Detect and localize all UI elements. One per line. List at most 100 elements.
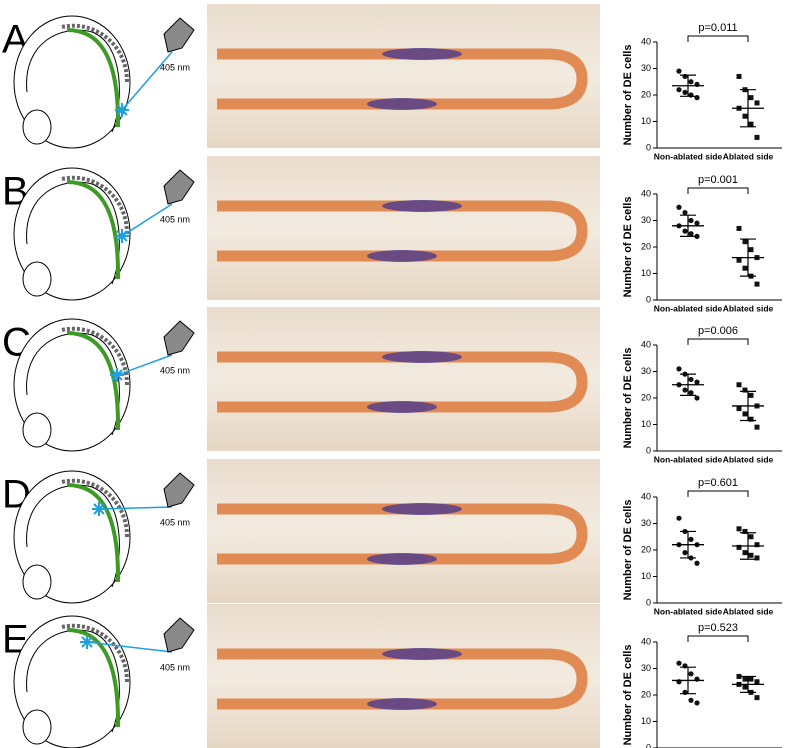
y-axis-label: Number of DE cells [622,197,634,298]
somites [61,175,129,235]
endoderm [66,331,121,431]
laser-device [163,169,195,205]
x-tick-label: Ablated side [723,303,774,313]
y-axis-label: Number of DE cells [622,645,634,746]
sd-bar [740,390,756,422]
stain-slc12a1 [382,351,462,363]
y-tick-label: 30 [641,518,651,528]
sd-bar [680,530,696,559]
photo [207,307,600,451]
y-tick-label: 0 [646,142,651,152]
stain-cdh17 [217,648,588,710]
sd-bar [740,675,756,693]
data-point [694,233,700,239]
data-point [688,536,694,543]
endoderm [66,180,121,280]
data-point [682,387,688,393]
data-point [682,89,688,95]
data-point [676,87,682,93]
p-value: p=0.523 [698,622,738,634]
data-point [754,542,760,548]
y-axis-label: Number of DE cells [622,500,634,601]
stain-cdh17 [217,48,588,110]
data-point [682,550,688,556]
data-point [694,379,700,385]
data-point [694,700,700,706]
yolk-eye [22,261,52,297]
y-tick-label: 20 [641,689,651,699]
data-point [682,209,688,216]
yolk-eye [22,109,52,145]
data-point [748,552,754,558]
data-point [754,695,760,701]
y-tick-label: 10 [641,571,651,581]
photo [207,459,600,603]
y-tick-label: 40 [641,36,651,46]
data-point [754,679,760,685]
y-tick-label: 10 [641,116,651,126]
data-point [742,239,748,245]
data-point [748,121,754,127]
y-tick-label: 40 [641,491,651,501]
stain-slc12a1 [367,98,437,110]
sd-bar [740,532,756,560]
data-point [676,660,682,666]
sd-bar [680,74,696,97]
y-tick-label: 0 [646,445,651,455]
y-tick-label: 10 [641,716,651,726]
data-point [688,217,694,224]
data-point [754,100,760,106]
y-axis-label: Number of DE cells [622,45,634,146]
laser-beam [86,641,173,653]
sd-bar [680,666,696,695]
somites [61,326,129,386]
y-tick-label: 30 [641,215,651,225]
data-point [748,392,754,398]
sd-bar [680,373,696,396]
data-point [688,376,694,383]
laser-label: 405 nm [160,662,190,672]
somites [61,478,129,538]
x-tick-label: Non-ablated side [654,454,723,464]
data-point [694,395,700,401]
p-value: p=0.601 [698,477,738,489]
y-tick-label: 20 [641,241,651,251]
stain-slc12a1 [367,250,437,262]
laser-beam [116,354,173,376]
bracket [687,490,749,497]
photo [207,604,600,748]
data-point [694,560,700,566]
x-tick-label: Non-ablated side [654,606,723,616]
data-point [688,79,694,85]
data-point [742,265,748,271]
bracket [687,338,749,345]
data-point [742,387,748,393]
data-point [736,225,742,231]
y-tick-label: 40 [641,636,651,646]
stain-cdh17 [217,351,588,413]
y-tick-label: 0 [646,742,651,748]
data-point [676,366,682,372]
data-point [688,390,694,396]
yolk-eye [22,564,52,600]
laser-beam [121,51,173,111]
laser-beam [121,203,173,237]
bracket [687,187,749,194]
photo [207,156,600,300]
stain-cdh17 [217,200,588,262]
yolk-eye [22,412,52,448]
somites [61,23,129,83]
laser-label: 405 nm [160,517,190,527]
laser-label: 405 nm [160,365,190,375]
data-point [742,411,748,417]
stain-slc12a1 [382,503,462,515]
stain-slc12a1 [382,48,462,60]
data-point [754,555,760,561]
y-tick-label: 40 [641,339,651,349]
data-point [688,697,694,703]
stain-slc12a1 [367,698,437,710]
data-point [676,515,682,521]
laser-label: 405 nm [160,214,190,224]
stain-slc12a1 [367,401,437,413]
